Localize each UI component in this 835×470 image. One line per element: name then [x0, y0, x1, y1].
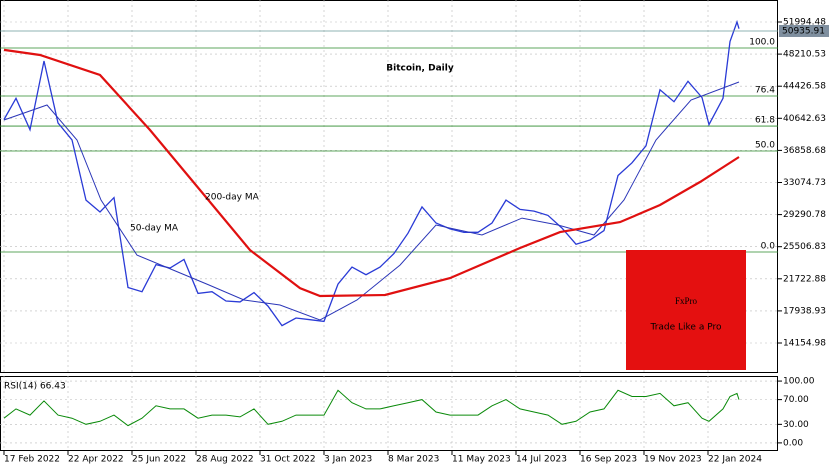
x-tick-label: 8 Mar 2023: [388, 455, 439, 465]
chart-title: Bitcoin, Daily: [386, 64, 454, 74]
x-tick-label: 11 May 2023: [452, 455, 511, 465]
fib-label: 76.4: [755, 86, 775, 96]
series-label: 200-day MA: [205, 193, 260, 203]
logo-box: [626, 250, 746, 370]
fib-label: 61.8: [755, 116, 775, 126]
x-tick-label: 22 Jan 2024: [708, 455, 762, 465]
series-line: [3, 48, 740, 298]
y-tick-label: 44426.58: [783, 82, 826, 92]
fib-label: 0.0: [761, 242, 776, 252]
x-tick-label: 19 Nov 2023: [644, 455, 702, 465]
y-tick-label: 51994.48: [783, 18, 826, 28]
x-tick-label: 17 Feb 2022: [4, 455, 60, 465]
series-label: 50-day MA: [130, 224, 179, 234]
x-tick-label: 28 Aug 2022: [196, 455, 254, 465]
main-frame: [0, 0, 778, 373]
panel-title: RSI(14) 66.43: [4, 382, 66, 392]
y-tick-label: 33074.73: [783, 178, 826, 188]
x-tick-label: 3 Jan 2023: [324, 455, 372, 465]
fib-label: 50.0: [755, 140, 775, 150]
series-line: [3, 389, 740, 427]
y-tick-label: 30.00: [783, 420, 809, 430]
x-tick-label: 16 Sep 2023: [580, 455, 637, 465]
last-price-tag: [779, 24, 829, 37]
fib-label: 100.0: [749, 37, 775, 47]
x-tick-label: 14 Jul 2023: [516, 455, 567, 465]
logo-tagline: Trade Like a Pro: [650, 323, 722, 333]
y-tick-label: 36858.68: [783, 146, 826, 156]
last-price-label: 50935.91: [782, 26, 825, 36]
x-tick-label: 25 Jun 2022: [132, 455, 186, 465]
series-line: [3, 81, 740, 321]
y-tick-label: 40642.63: [783, 114, 826, 124]
series-line: [3, 19, 740, 327]
y-tick-label: 14154.98: [783, 338, 826, 348]
y-tick-label: 21722.88: [783, 274, 826, 284]
x-tick-label: 31 Oct 2022: [260, 455, 316, 465]
y-tick-label: 70.00: [783, 395, 809, 405]
x-tick-label: 22 Apr 2022: [68, 455, 124, 465]
logo-name: FxPro: [675, 296, 698, 306]
y-tick-label: 0.00: [783, 438, 803, 448]
rsi-frame: [0, 376, 778, 451]
y-tick-label: 29290.78: [783, 210, 826, 220]
y-tick-label: 100.00: [783, 377, 815, 387]
y-tick-label: 17938.93: [783, 306, 826, 316]
y-tick-label: 25506.83: [783, 242, 826, 252]
y-tick-label: 48210.53: [783, 50, 826, 60]
